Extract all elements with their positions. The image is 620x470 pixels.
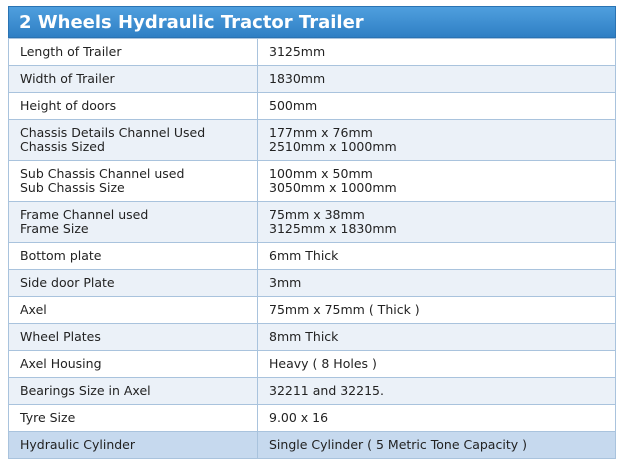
spec-label: Bottom plate bbox=[8, 242, 258, 270]
spec-label: Side door Plate bbox=[8, 269, 258, 297]
spec-label: Width of Trailer bbox=[8, 65, 258, 93]
table-row: Side door Plate 3mm bbox=[8, 269, 616, 297]
spec-label: Axel Housing bbox=[8, 350, 258, 378]
table-row: Axel Housing Heavy ( 8 Holes ) bbox=[8, 350, 616, 378]
spec-label: Length of Trailer bbox=[8, 38, 258, 66]
spec-label: Frame Channel used Frame Size bbox=[8, 201, 258, 243]
table-row-highlighted: Hydraulic Cylinder Single Cylinder ( 5 M… bbox=[8, 431, 616, 459]
spec-value: 177mm x 76mm 2510mm x 1000mm bbox=[257, 119, 616, 161]
table-row: Length of Trailer 3125mm bbox=[8, 38, 616, 66]
table-row: Chassis Details Channel Used Chassis Siz… bbox=[8, 119, 616, 161]
table-row: Tyre Size 9.00 x 16 bbox=[8, 404, 616, 432]
spec-value: 9.00 x 16 bbox=[257, 404, 616, 432]
table-row: Frame Channel used Frame Size 75mm x 38m… bbox=[8, 201, 616, 243]
table-row: Bearings Size in Axel 32211 and 32215. bbox=[8, 377, 616, 405]
spec-value: Heavy ( 8 Holes ) bbox=[257, 350, 616, 378]
spec-table-container: 2 Wheels Hydraulic Tractor Trailer Lengt… bbox=[8, 6, 616, 459]
table-title: 2 Wheels Hydraulic Tractor Trailer bbox=[8, 6, 616, 38]
spec-value: 8mm Thick bbox=[257, 323, 616, 351]
spec-label: Sub Chassis Channel used Sub Chassis Siz… bbox=[8, 160, 258, 202]
spec-value: 100mm x 50mm 3050mm x 1000mm bbox=[257, 160, 616, 202]
spec-value: 500mm bbox=[257, 92, 616, 120]
spec-label: Chassis Details Channel Used Chassis Siz… bbox=[8, 119, 258, 161]
spec-value: Single Cylinder ( 5 Metric Tone Capacity… bbox=[257, 431, 616, 459]
spec-table: Length of Trailer 3125mm Width of Traile… bbox=[8, 38, 616, 459]
spec-label: Axel bbox=[8, 296, 258, 324]
spec-value: 3125mm bbox=[257, 38, 616, 66]
table-row: Sub Chassis Channel used Sub Chassis Siz… bbox=[8, 160, 616, 202]
spec-label: Wheel Plates bbox=[8, 323, 258, 351]
spec-label: Height of doors bbox=[8, 92, 258, 120]
spec-value: 3mm bbox=[257, 269, 616, 297]
table-row: Width of Trailer 1830mm bbox=[8, 65, 616, 93]
spec-value: 1830mm bbox=[257, 65, 616, 93]
spec-value: 32211 and 32215. bbox=[257, 377, 616, 405]
spec-label: Bearings Size in Axel bbox=[8, 377, 258, 405]
spec-label: Tyre Size bbox=[8, 404, 258, 432]
table-row: Wheel Plates 8mm Thick bbox=[8, 323, 616, 351]
spec-label: Hydraulic Cylinder bbox=[8, 431, 258, 459]
table-row: Bottom plate 6mm Thick bbox=[8, 242, 616, 270]
spec-value: 6mm Thick bbox=[257, 242, 616, 270]
table-row: Height of doors 500mm bbox=[8, 92, 616, 120]
table-row: Axel 75mm x 75mm ( Thick ) bbox=[8, 296, 616, 324]
spec-value: 75mm x 75mm ( Thick ) bbox=[257, 296, 616, 324]
spec-value: 75mm x 38mm 3125mm x 1830mm bbox=[257, 201, 616, 243]
